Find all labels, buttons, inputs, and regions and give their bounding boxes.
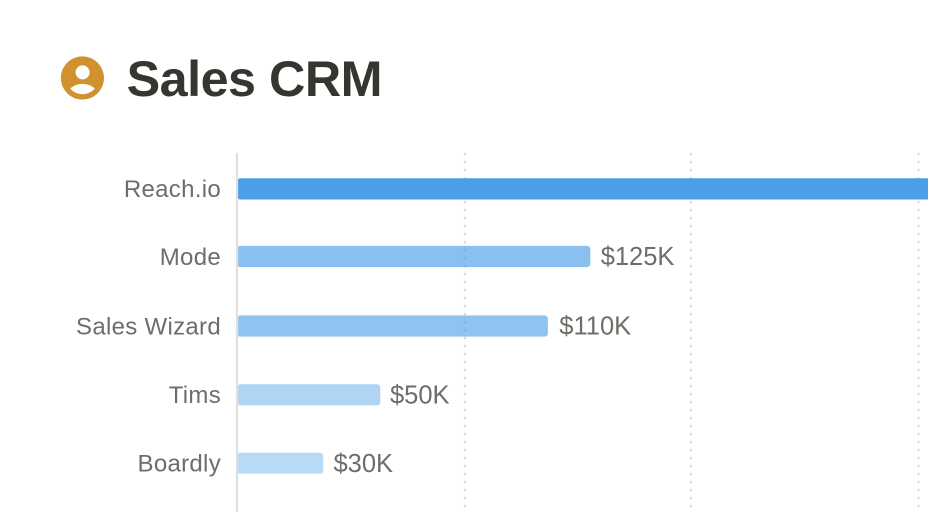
svg-text:Sales CRM: Sales CRM	[127, 50, 382, 107]
svg-text:Reach.io: Reach.io	[124, 176, 221, 203]
svg-text:$125K: $125K	[601, 243, 675, 271]
svg-text:Tims: Tims	[169, 382, 221, 409]
svg-text:Mode: Mode	[160, 244, 221, 271]
svg-text:$110K: $110K	[559, 313, 631, 341]
svg-text:Boardly: Boardly	[138, 451, 221, 478]
svg-text:$30K: $30K	[334, 450, 394, 478]
svg-text:Sales Wizard: Sales Wizard	[76, 313, 221, 340]
svg-text:$50K: $50K	[390, 381, 450, 409]
